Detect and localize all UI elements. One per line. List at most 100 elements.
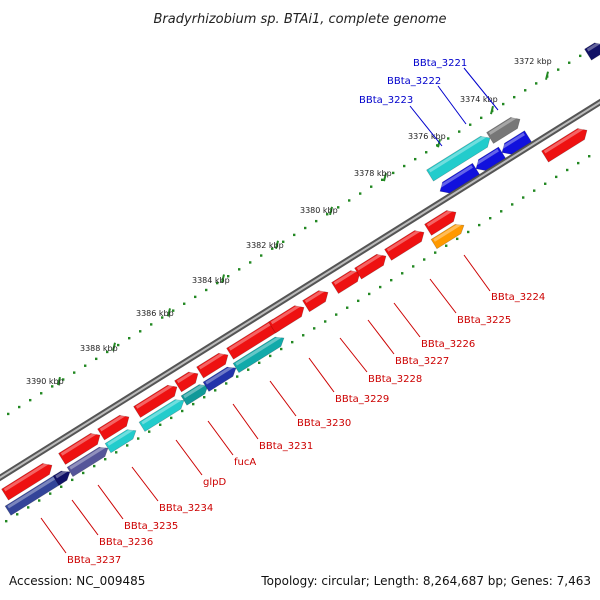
ruler-dot: [291, 340, 294, 344]
forward-gene-arrow[interactable]: [541, 125, 591, 163]
ruler-dot: [513, 95, 516, 99]
forward-gene-arrow[interactable]: [133, 381, 181, 418]
reverse-gene-bar[interactable]: [52, 467, 73, 486]
forward-gene-arrow[interactable]: [424, 207, 460, 236]
ruler-dot: [7, 412, 10, 416]
gene-label[interactable]: BBta_3231: [259, 441, 313, 452]
reverse-gene-arrow[interactable]: [499, 130, 532, 158]
gene-label[interactable]: BBta_3227: [395, 356, 449, 367]
ruler-dot: [304, 226, 307, 230]
ruler-dot: [183, 302, 186, 305]
ruler-major-tick: [221, 274, 225, 283]
ruler-dot: [535, 82, 538, 85]
ruler-dot: [161, 316, 164, 319]
ruler-tick-label: 3378 kbp: [354, 169, 392, 178]
gene-label[interactable]: BBta_3224: [491, 292, 545, 303]
ruler-dot: [117, 343, 120, 347]
rna-feature-bar[interactable]: [104, 426, 139, 454]
gene-label[interactable]: BBta_3228: [368, 374, 422, 385]
orange-feature-bar[interactable]: [430, 221, 467, 250]
ruler-dot: [38, 499, 41, 502]
ruler-dot: [51, 385, 54, 388]
gene-label[interactable]: BBta_3226: [421, 339, 475, 350]
accession-text: Accession: NC_009485: [9, 574, 146, 588]
ruler-tick-label: 3382 kbp: [246, 241, 284, 250]
rna-feature-bar[interactable]: [232, 333, 287, 374]
gene-label[interactable]: BBta_3229: [335, 394, 389, 405]
gene-label[interactable]: BBta_3235: [124, 521, 178, 532]
reverse-gene-bar[interactable]: [202, 363, 239, 392]
reverse-gene-arrow[interactable]: [437, 162, 480, 197]
ruler-dot: [414, 157, 417, 161]
forward-gene-arrow[interactable]: [58, 430, 104, 465]
gene-label[interactable]: BBta_3221: [413, 58, 467, 69]
ruler-dot: [27, 506, 30, 509]
ruler-dot: [150, 323, 153, 326]
forward-gene-arrow[interactable]: [302, 287, 332, 313]
ruler-dot: [403, 164, 406, 168]
gene-label[interactable]: BBta_3230: [297, 418, 351, 429]
gene-label[interactable]: fucA: [234, 457, 256, 468]
rna-feature-bar[interactable]: [180, 381, 211, 406]
forward-gene-arrow[interactable]: [196, 350, 232, 379]
ruler-dot: [139, 330, 142, 333]
ruler-dot: [434, 251, 437, 254]
ruler-dot: [555, 175, 558, 179]
forward-gene-arrow[interactable]: [331, 267, 364, 294]
ruler-dot: [128, 336, 131, 340]
ruler-dot: [324, 320, 327, 323]
ruler-dot: [447, 137, 450, 140]
ruler-dot: [293, 233, 296, 237]
reverse-gene-bar[interactable]: [66, 443, 111, 477]
ruler-major-tick: [57, 376, 61, 386]
gene-label[interactable]: BBta_3234: [159, 503, 213, 514]
ruler-dot: [359, 192, 362, 195]
forward-gene-arrow[interactable]: [268, 302, 308, 334]
outer-ruler: [7, 47, 593, 416]
ruler-dot: [106, 350, 109, 354]
forward-gene-arrow[interactable]: [384, 227, 428, 261]
ruler-dot: [49, 492, 52, 495]
ruler-dot: [533, 189, 536, 192]
gene-label[interactable]: BBta_3225: [457, 315, 511, 326]
ruler-dot: [181, 409, 184, 413]
ruler-tick-label: 3372 kbp: [514, 57, 552, 66]
reverse-gene-arrow[interactable]: [473, 146, 506, 174]
gene-label[interactable]: BBta_3237: [67, 555, 121, 566]
ruler-dot: [159, 423, 162, 426]
gene-label[interactable]: BBta_3236: [99, 537, 153, 548]
ruler-dot: [260, 254, 263, 257]
ruler-dot: [104, 458, 107, 461]
ruler-dot: [522, 196, 525, 199]
rna-feature-bar[interactable]: [426, 132, 494, 182]
forward-gene-arrow[interactable]: [1, 460, 56, 501]
ruler-dot: [458, 130, 461, 133]
ruler-dot: [282, 240, 285, 243]
ruler-dot: [588, 155, 591, 158]
ruler-dot: [326, 213, 329, 216]
ruler-dot: [579, 54, 582, 58]
genome-backbone: [0, 98, 600, 482]
grey-feature-bar[interactable]: [486, 114, 524, 144]
forward-gene-arrow[interactable]: [354, 251, 390, 280]
rna-feature-bar[interactable]: [138, 396, 187, 432]
ruler-dot: [269, 354, 272, 358]
reverse-gene-bar[interactable]: [584, 39, 600, 61]
ruler-dot: [436, 144, 439, 147]
forward-gene-arrow[interactable]: [97, 411, 133, 441]
ruler-dot: [115, 451, 118, 454]
ruler-dot: [84, 364, 87, 367]
ruler-tick-label: 3380 kbp: [300, 206, 338, 215]
ruler-dot: [258, 361, 261, 365]
ruler-tick-label: 3388 kbp: [80, 344, 118, 353]
gene-label[interactable]: BBta_3223: [359, 95, 413, 106]
ruler-dot: [203, 396, 206, 399]
ruler-major-tick: [437, 139, 441, 148]
ruler-dot: [271, 247, 274, 250]
ruler-dot: [467, 230, 470, 234]
ruler-dot: [18, 405, 21, 409]
gene-label[interactable]: BBta_3222: [387, 76, 441, 87]
gene-label[interactable]: glpD: [203, 477, 226, 488]
forward-gene-arrow[interactable]: [174, 368, 202, 393]
